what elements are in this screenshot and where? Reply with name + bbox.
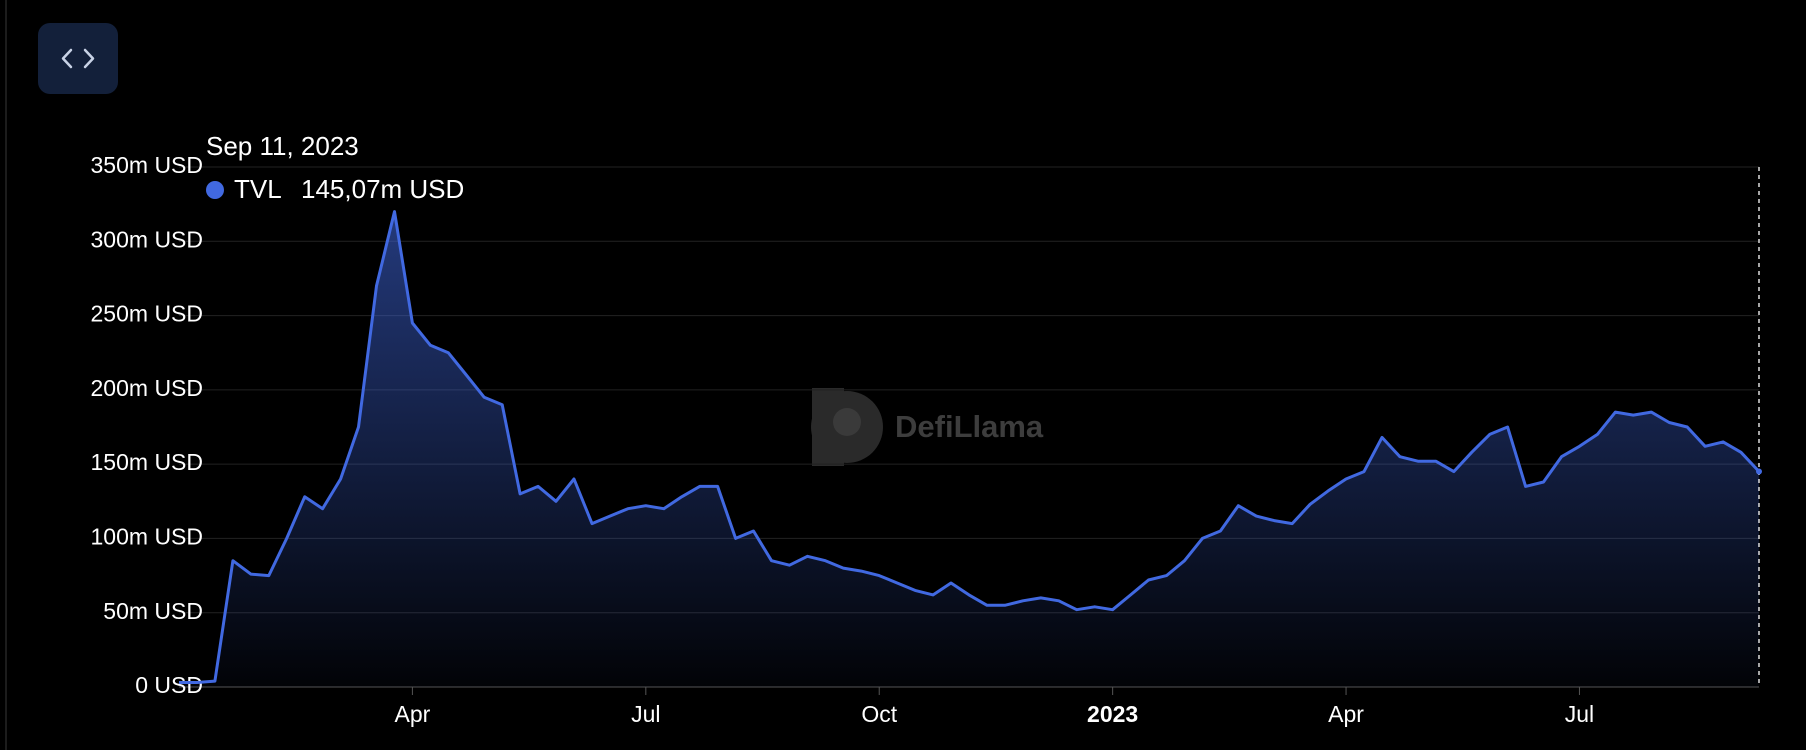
y-tick-label: 100m USD [91, 524, 203, 550]
tooltip-point [1756, 468, 1762, 475]
y-tick-label: 200m USD [91, 375, 203, 401]
x-tick-label: Jul [1565, 701, 1594, 727]
tooltip-title: Sep 11, 2023 [206, 131, 359, 161]
x-tick-label: Oct [861, 701, 897, 727]
x-tick-label: Jul [631, 701, 660, 727]
x-tick-label: 2023 [1087, 701, 1138, 727]
y-tick-label: 50m USD [103, 598, 203, 624]
y-tick-label: 250m USD [91, 301, 203, 327]
code-icon[interactable] [61, 48, 95, 69]
watermark: DefiLlama [895, 409, 1044, 444]
embed-button[interactable] [38, 23, 118, 94]
area [179, 211, 1759, 687]
y-tick-label: 350m USD [91, 152, 203, 178]
tooltip-series: TVL [234, 174, 282, 204]
watermark-logo [811, 388, 883, 466]
button-bg[interactable] [38, 23, 118, 94]
tooltip-value: 145,07m USD [301, 174, 464, 204]
x-tick-label: Apr [395, 701, 431, 727]
logo-llama [833, 408, 861, 436]
x-tick-label: Apr [1328, 701, 1364, 727]
y-tick-label: 150m USD [91, 449, 203, 475]
y-tick-label: 300m USD [91, 226, 203, 252]
line [179, 210, 1761, 684]
tooltip-dot [206, 181, 224, 199]
